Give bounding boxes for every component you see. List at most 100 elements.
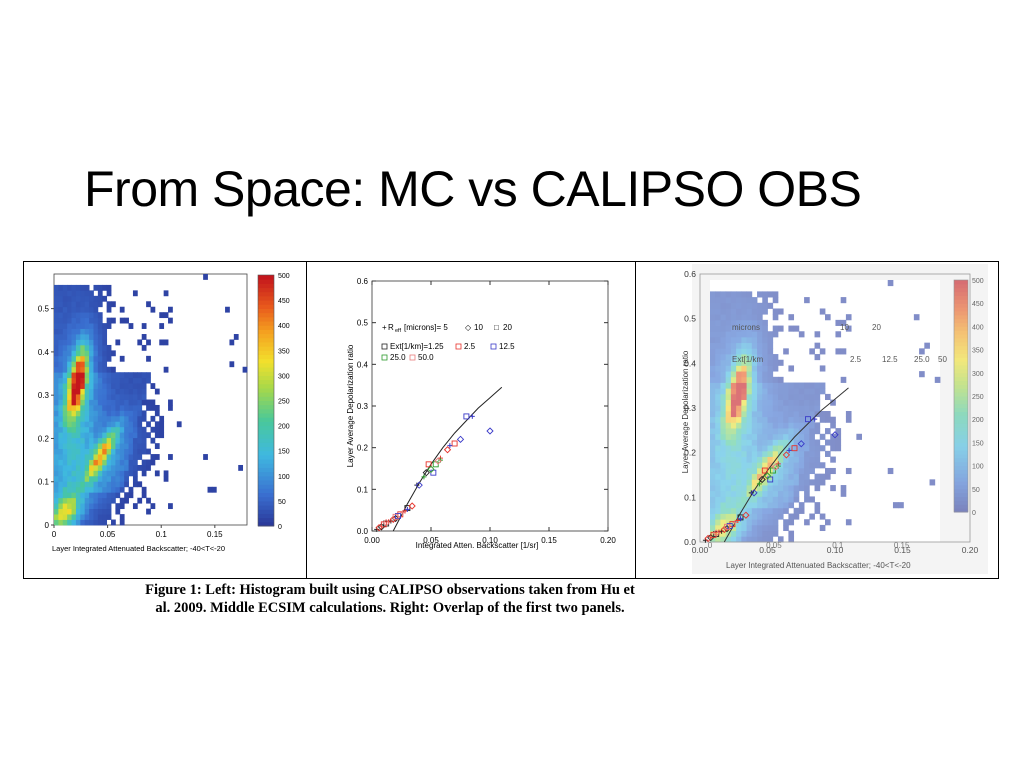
heatmap-cell <box>67 295 72 302</box>
heatmap-cell <box>106 464 112 471</box>
data-point <box>704 534 712 543</box>
heatmap-cell <box>154 470 160 477</box>
heatmap-cell <box>762 456 768 463</box>
heatmap-cell <box>71 503 77 510</box>
left-colorbar-segment <box>258 295 274 301</box>
heatmap-cell <box>132 372 138 379</box>
heatmap-cell <box>856 433 862 440</box>
heatmap-cell <box>89 481 94 488</box>
heatmap-cell <box>80 432 86 439</box>
heatmap-cell <box>67 508 72 515</box>
heatmap-cell <box>710 416 716 423</box>
heatmap-cell <box>71 377 77 384</box>
heatmap-cell <box>783 348 789 355</box>
heatmap-cell <box>736 439 742 446</box>
heatmap-cell <box>132 383 138 389</box>
heatmap-cell <box>54 432 59 439</box>
heatmap-cell <box>736 456 742 463</box>
data-point <box>767 476 774 483</box>
heatmap-cell <box>772 365 779 372</box>
heatmap-cell <box>757 388 763 395</box>
heatmap-cell <box>736 336 742 344</box>
heatmap-cell <box>725 325 732 332</box>
heatmap-cell <box>804 485 810 492</box>
heatmap-cell <box>106 355 112 362</box>
heatmap-cell <box>75 432 81 439</box>
heatmap-cell <box>97 503 103 510</box>
heatmap-cell <box>715 331 721 338</box>
heatmap-cell <box>710 450 716 457</box>
heatmap-cell <box>80 394 86 400</box>
right-colorbar-segment <box>954 372 968 378</box>
heatmap-cell <box>58 306 64 313</box>
heatmap-cell <box>58 394 64 400</box>
heatmap-cell <box>97 443 103 450</box>
heatmap-cell <box>798 473 805 480</box>
heatmap-cell <box>804 462 810 469</box>
heatmap-cell <box>710 507 716 514</box>
heatmap-cell <box>75 312 81 319</box>
heatmap-cell <box>146 404 151 411</box>
heatmap-cell <box>71 415 77 422</box>
heatmap-cell <box>725 473 732 480</box>
heatmap-cell <box>67 350 72 357</box>
right-colorbar-segment <box>954 353 968 358</box>
heatmap-cell <box>762 502 768 509</box>
heatmap-cell <box>119 394 125 400</box>
heatmap-cell <box>111 426 116 433</box>
heatmap-cell <box>751 450 758 457</box>
heatmap-cell <box>845 519 852 526</box>
heatmap-cell <box>58 448 64 455</box>
left-colorbar-segment <box>258 479 274 485</box>
right-colorbar-segment <box>954 469 968 474</box>
heatmap-cell <box>736 450 742 457</box>
heatmap-cell <box>788 502 795 509</box>
heatmap-cell <box>767 371 774 378</box>
heatmap-cell <box>783 382 789 389</box>
heatmap-cell <box>137 339 143 346</box>
right-colorbar-segment <box>954 465 968 470</box>
heatmap-cell <box>757 376 763 383</box>
heatmap-cell <box>720 428 727 435</box>
heatmap-cell <box>62 459 68 466</box>
heatmap-cell <box>814 502 821 509</box>
heatmap-cell <box>67 437 72 444</box>
heatmap-cell <box>84 383 90 389</box>
heatmap-cell <box>741 354 747 361</box>
left-colorbar-tick-label: 100 <box>278 474 290 481</box>
heatmap-cell <box>809 428 815 435</box>
heatmap-cell <box>124 383 129 389</box>
heatmap-cell <box>710 513 716 520</box>
heatmap-cell <box>93 350 99 357</box>
heatmap-cell <box>892 502 899 509</box>
heatmap-cell <box>710 359 716 366</box>
heatmap-cell <box>97 383 103 389</box>
left-colorbar-segment <box>258 425 274 431</box>
heatmap-cell <box>793 490 800 497</box>
legend-symbol: □ <box>494 323 499 332</box>
heatmap-cell <box>54 350 59 357</box>
heatmap-cell <box>106 404 112 411</box>
heatmap-cell <box>84 492 90 499</box>
right-colorbar-segment <box>954 380 968 385</box>
heatmap-cell <box>767 365 774 372</box>
heatmap-cell <box>84 410 90 417</box>
heatmap-cell <box>736 411 742 418</box>
heatmap-cell <box>788 416 795 423</box>
heatmap-cell <box>119 481 125 488</box>
heatmap-cell <box>814 382 821 389</box>
heatmap-cell <box>757 473 763 480</box>
heatmap-cell <box>75 426 81 433</box>
x-tick-label-inner: 0 <box>708 541 713 550</box>
heatmap-cell <box>777 325 784 332</box>
heatmap-cell <box>777 485 784 492</box>
heatmap-cell <box>93 312 99 319</box>
heatmap-cell <box>54 306 59 313</box>
heatmap-cell <box>919 371 925 378</box>
left-colorbar-segment <box>258 446 274 452</box>
heatmap-cell <box>97 426 103 433</box>
heatmap-cell <box>746 405 753 412</box>
heatmap-cell <box>137 394 143 400</box>
heatmap-cell <box>128 464 134 471</box>
heatmap-cell <box>84 334 90 340</box>
